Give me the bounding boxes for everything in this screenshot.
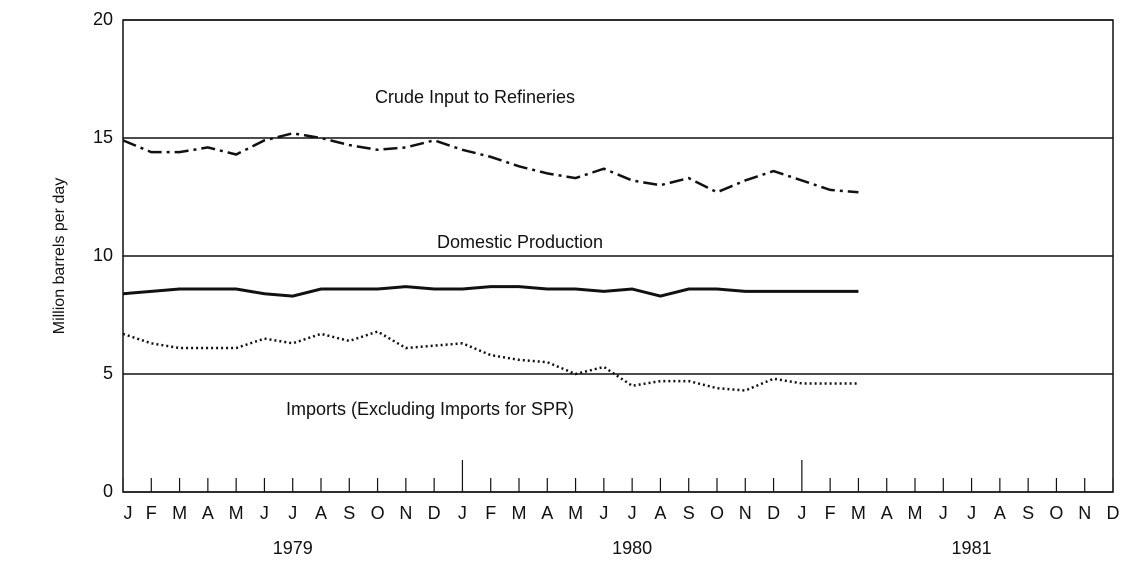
x-tick-label: N bbox=[739, 503, 752, 523]
x-tick-label: J bbox=[939, 503, 948, 523]
x-tick-label: F bbox=[485, 503, 496, 523]
x-tick-label: A bbox=[315, 503, 327, 523]
x-tick-label: J bbox=[288, 503, 297, 523]
x-tick-label: N bbox=[399, 503, 412, 523]
x-tick-label: N bbox=[1078, 503, 1091, 523]
year-label: 1980 bbox=[612, 538, 652, 558]
y-tick-label: 15 bbox=[93, 127, 113, 147]
x-tick-label: F bbox=[146, 503, 157, 523]
line-series bbox=[122, 132, 859, 194]
x-tick-label: J bbox=[599, 503, 608, 523]
x-tick-label: A bbox=[654, 503, 666, 523]
year-label: 1981 bbox=[952, 538, 992, 558]
x-tick-label: S bbox=[343, 503, 355, 523]
x-tick-label: D bbox=[1107, 503, 1120, 523]
x-tick-label: J bbox=[967, 503, 976, 523]
y-tick-label: 20 bbox=[93, 9, 113, 29]
x-tick-label: J bbox=[797, 503, 806, 523]
y-axis-label: Million barrels per day bbox=[51, 178, 68, 335]
x-tick-label: M bbox=[229, 503, 244, 523]
x-tick-label: M bbox=[512, 503, 527, 523]
x-tick-label: O bbox=[371, 503, 385, 523]
x-tick-label: A bbox=[202, 503, 214, 523]
x-tick-label: S bbox=[1022, 503, 1034, 523]
x-tick-label: M bbox=[851, 503, 866, 523]
series-label: Imports (Excluding Imports for SPR) bbox=[286, 399, 574, 419]
y-tick-label: 5 bbox=[103, 363, 113, 383]
year-label: 1979 bbox=[273, 538, 313, 558]
x-tick-label: J bbox=[260, 503, 269, 523]
x-tick-label: D bbox=[767, 503, 780, 523]
x-tick-label: J bbox=[124, 503, 133, 523]
x-tick-label: M bbox=[172, 503, 187, 523]
x-tick-label: S bbox=[683, 503, 695, 523]
series-label: Crude Input to Refineries bbox=[375, 87, 575, 107]
x-tick-label: D bbox=[428, 503, 441, 523]
x-tick-label: O bbox=[710, 503, 724, 523]
x-tick-label: M bbox=[908, 503, 923, 523]
x-tick-label: A bbox=[541, 503, 553, 523]
x-tick-label: A bbox=[994, 503, 1006, 523]
line-series bbox=[122, 330, 859, 392]
x-tick-label: O bbox=[1049, 503, 1063, 523]
line-series bbox=[122, 285, 859, 298]
x-tick-label: M bbox=[568, 503, 583, 523]
y-tick-label: 10 bbox=[93, 245, 113, 265]
y-tick-label: 0 bbox=[103, 481, 113, 501]
x-tick-label: A bbox=[881, 503, 893, 523]
x-tick-label: F bbox=[825, 503, 836, 523]
x-tick-label: J bbox=[458, 503, 467, 523]
series-label: Domestic Production bbox=[437, 232, 603, 252]
x-tick-label: J bbox=[628, 503, 637, 523]
